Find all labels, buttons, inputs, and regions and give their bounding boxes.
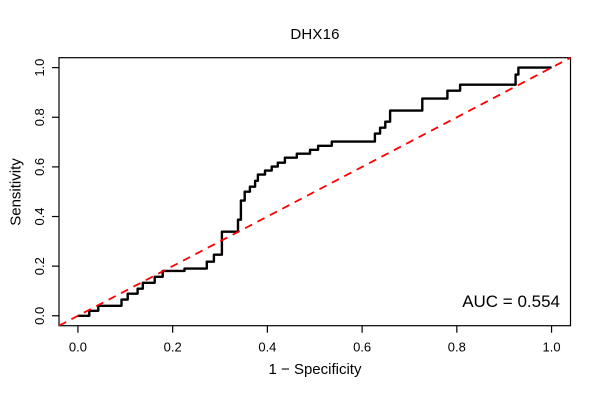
y-tick-label: 0.0	[32, 307, 47, 325]
reference-line	[58, 56, 571, 327]
chart-title: DHX16	[290, 26, 340, 43]
x-tick-label: 0.6	[353, 340, 371, 355]
x-axis-label: 1 − Specificity	[268, 361, 362, 378]
y-axis-label: Sensitivity	[7, 158, 25, 226]
x-tick-label: 1.0	[543, 340, 561, 355]
y-tick-label: 0.6	[32, 158, 47, 176]
plot-border	[58, 57, 572, 327]
y-tick-label: 0.4	[32, 207, 47, 225]
y-tick-label: 1.0	[32, 59, 47, 77]
roc-curve	[77, 66, 552, 317]
x-tick-label: 0.4	[258, 340, 276, 355]
x-tick-label: 0.0	[69, 340, 87, 355]
auc-annotation: AUC = 0.554	[462, 292, 560, 311]
y-tick-label: 0.8	[32, 108, 47, 126]
y-tick-label: 0.2	[32, 257, 47, 275]
x-tick-label: 0.8	[448, 340, 466, 355]
x-tick-label: 0.2	[164, 340, 182, 355]
